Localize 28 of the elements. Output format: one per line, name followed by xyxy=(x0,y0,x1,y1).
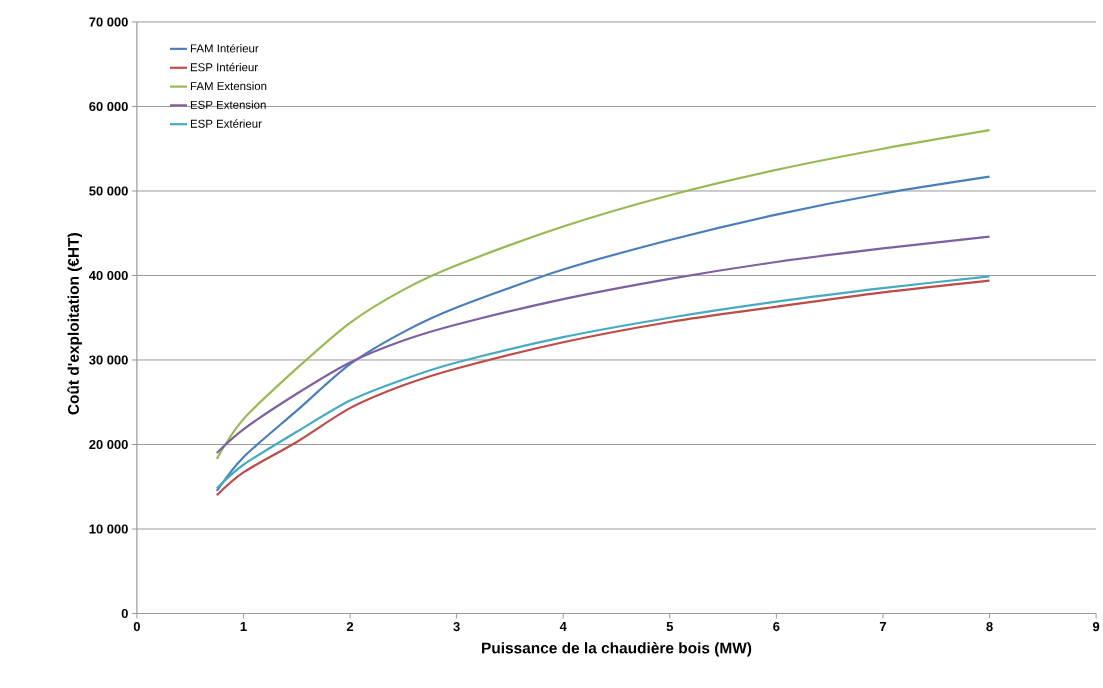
x-tick-label: 4 xyxy=(559,621,567,631)
y-tick-label: 30 000 xyxy=(89,355,128,365)
x-tick-label: 9 xyxy=(1092,621,1100,631)
x-tick-label: 1 xyxy=(240,621,247,631)
x-tick-label: 3 xyxy=(453,621,460,631)
y-tick-label: 70 000 xyxy=(89,17,128,27)
y-tick-label: 20 000 xyxy=(89,439,128,449)
line-series xyxy=(215,235,991,454)
legend-label: ESP Intérieur xyxy=(190,62,258,72)
x-axis-title: Puissance de la chaudière bois (MW) xyxy=(482,641,752,657)
x-tick-label: 2 xyxy=(346,621,354,631)
x-tick-label: 7 xyxy=(879,621,886,631)
legend-label: FAM Extension xyxy=(190,81,267,90)
y-tick-label: 40 000 xyxy=(89,270,128,280)
x-tick-label: 6 xyxy=(773,621,780,631)
legend-label: FAM Intérieur xyxy=(190,43,259,53)
x-tick-label: 8 xyxy=(986,621,993,631)
legend-label: ESP Extérieur xyxy=(190,119,262,128)
y-tick-label: 50 000 xyxy=(89,186,128,196)
y-tick-label: 0 xyxy=(121,608,128,618)
legend-label: ESP Extension xyxy=(190,100,266,109)
line-series xyxy=(215,128,991,460)
x-tick-label: 0 xyxy=(133,621,140,631)
x-tick-label: 5 xyxy=(666,621,674,631)
y-tick-label: 10 000 xyxy=(89,524,128,534)
line-series xyxy=(215,175,991,492)
y-tick-label: 60 000 xyxy=(89,101,128,111)
y-axis-title: Coût d'exploitation (€HT) xyxy=(67,232,82,415)
